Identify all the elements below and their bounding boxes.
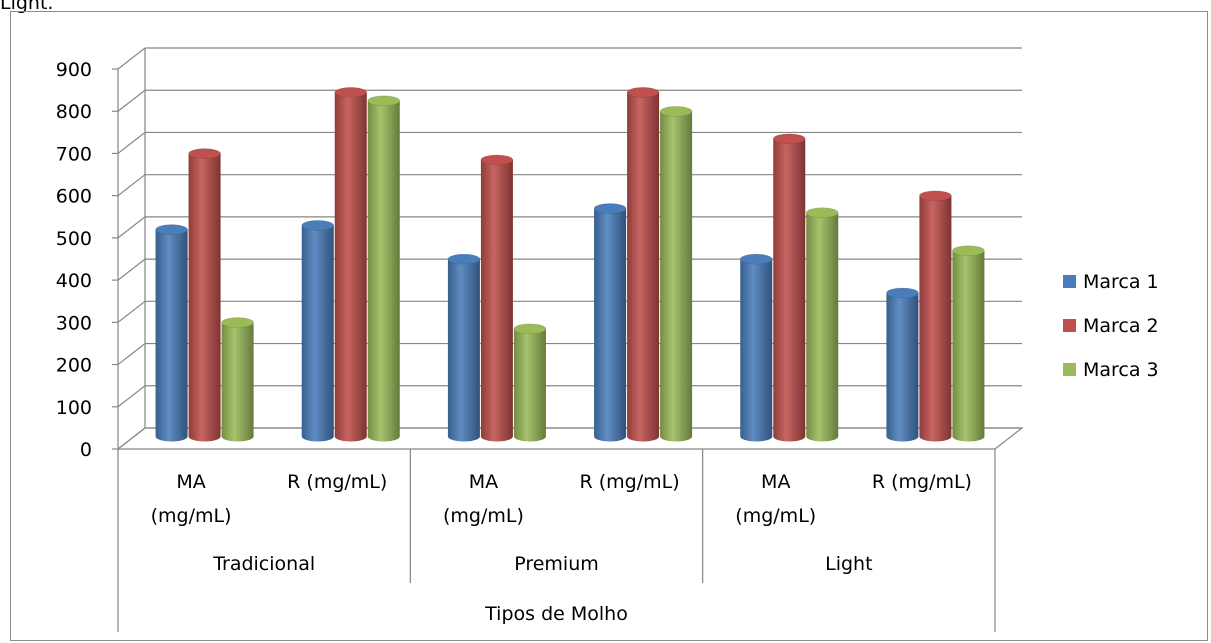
gridline-depth — [117, 174, 146, 197]
bar — [919, 195, 952, 442]
legend-swatch — [1063, 275, 1076, 288]
bar-top — [593, 203, 627, 214]
bar-top — [221, 317, 254, 328]
y-tick-label: 500 — [56, 228, 92, 250]
group-label: Light — [825, 553, 872, 575]
x-tick-label: MA (mg/mL) — [151, 471, 232, 527]
gridline-depth — [117, 47, 146, 70]
bar — [155, 229, 188, 442]
bar — [660, 111, 693, 442]
group-label: Tradicional — [212, 553, 315, 575]
legend-label: Marca 3 — [1083, 359, 1159, 381]
bars — [155, 87, 985, 442]
y-tick-label: 600 — [56, 186, 92, 208]
x-tick-label: MA (mg/mL) — [735, 471, 816, 527]
bar — [594, 208, 627, 442]
legend-swatch — [1063, 363, 1076, 376]
bar-top — [739, 253, 773, 265]
bar — [188, 153, 221, 442]
bar-top — [155, 224, 188, 235]
bar-top — [513, 323, 547, 335]
bar-top — [919, 190, 952, 202]
bar — [367, 100, 400, 442]
bar — [301, 225, 334, 442]
gridline-depth — [117, 258, 146, 281]
bar-top — [367, 95, 401, 107]
bar — [952, 250, 985, 442]
gridline-depth — [117, 89, 146, 112]
bar-top — [659, 106, 693, 117]
y-tick-label: 400 — [56, 270, 92, 292]
bar — [627, 92, 660, 442]
page-text-fragment: Light. — [0, 0, 54, 14]
bar-top — [301, 220, 335, 231]
bar — [513, 328, 546, 442]
y-tick-label: 200 — [56, 355, 92, 377]
y-tick-label: 800 — [56, 101, 92, 123]
bar-top — [772, 133, 806, 145]
gridline-depth — [117, 131, 146, 154]
bar — [886, 292, 919, 442]
bar-top — [334, 87, 368, 98]
y-tick-label: 900 — [56, 59, 92, 81]
gridline-depth — [117, 343, 146, 366]
gridline-depth — [117, 300, 146, 323]
category-labels: MA (mg/mL) R (mg/mL) MA (mg/mL) R (mg/mL) MA (m… — [151, 471, 972, 625]
bar-top — [447, 253, 481, 265]
x-tick-label: R (mg/mL) — [580, 471, 680, 493]
bar — [806, 212, 839, 442]
x-tick-label: R (mg/mL) — [872, 471, 972, 493]
bar — [773, 138, 806, 442]
y-tick-label: 300 — [56, 312, 92, 334]
axes: 0 100 200 300 400 500 600 700 800 900 — [56, 48, 1024, 632]
chart-floor — [116, 427, 1024, 450]
bar — [480, 159, 513, 442]
y-tick-label: 100 — [56, 397, 92, 419]
bar-top — [805, 207, 839, 219]
group-label: Premium — [514, 553, 599, 575]
gridlines — [117, 47, 1022, 450]
bar — [740, 259, 773, 442]
bar — [334, 92, 367, 442]
legend-label: Marca 2 — [1083, 315, 1159, 337]
bar-top — [886, 287, 919, 299]
bar — [221, 322, 254, 442]
bar-top — [480, 154, 514, 166]
bar-top — [188, 148, 221, 159]
y-tick-label: 0 — [80, 439, 92, 461]
gridline-depth — [117, 216, 146, 239]
x-tick-label: R (mg/mL) — [287, 471, 387, 493]
x-tick-label: MA (mg/mL) — [443, 471, 524, 527]
bar-top — [952, 245, 985, 257]
legend-label: Marca 1 — [1083, 271, 1159, 293]
x-axis-title: Tipos de Molho — [484, 603, 628, 625]
gridline-depth — [117, 385, 146, 408]
bar — [447, 259, 480, 442]
chart-frame — [10, 11, 1208, 641]
bar-top — [626, 87, 660, 98]
legend-swatch — [1063, 319, 1076, 332]
legend: Marca 1 Marca 2 Marca 3 — [1063, 271, 1159, 381]
y-tick-label: 700 — [56, 143, 92, 165]
